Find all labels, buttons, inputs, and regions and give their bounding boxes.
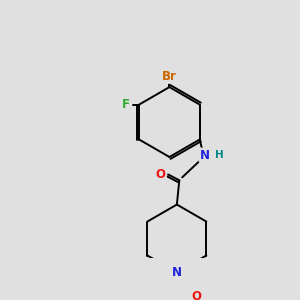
- Text: N: N: [200, 148, 209, 161]
- Text: O: O: [191, 290, 201, 300]
- Text: F: F: [122, 98, 130, 111]
- Text: H: H: [215, 150, 224, 160]
- Text: N: N: [172, 266, 182, 279]
- Text: Br: Br: [162, 70, 177, 83]
- Text: O: O: [156, 168, 166, 181]
